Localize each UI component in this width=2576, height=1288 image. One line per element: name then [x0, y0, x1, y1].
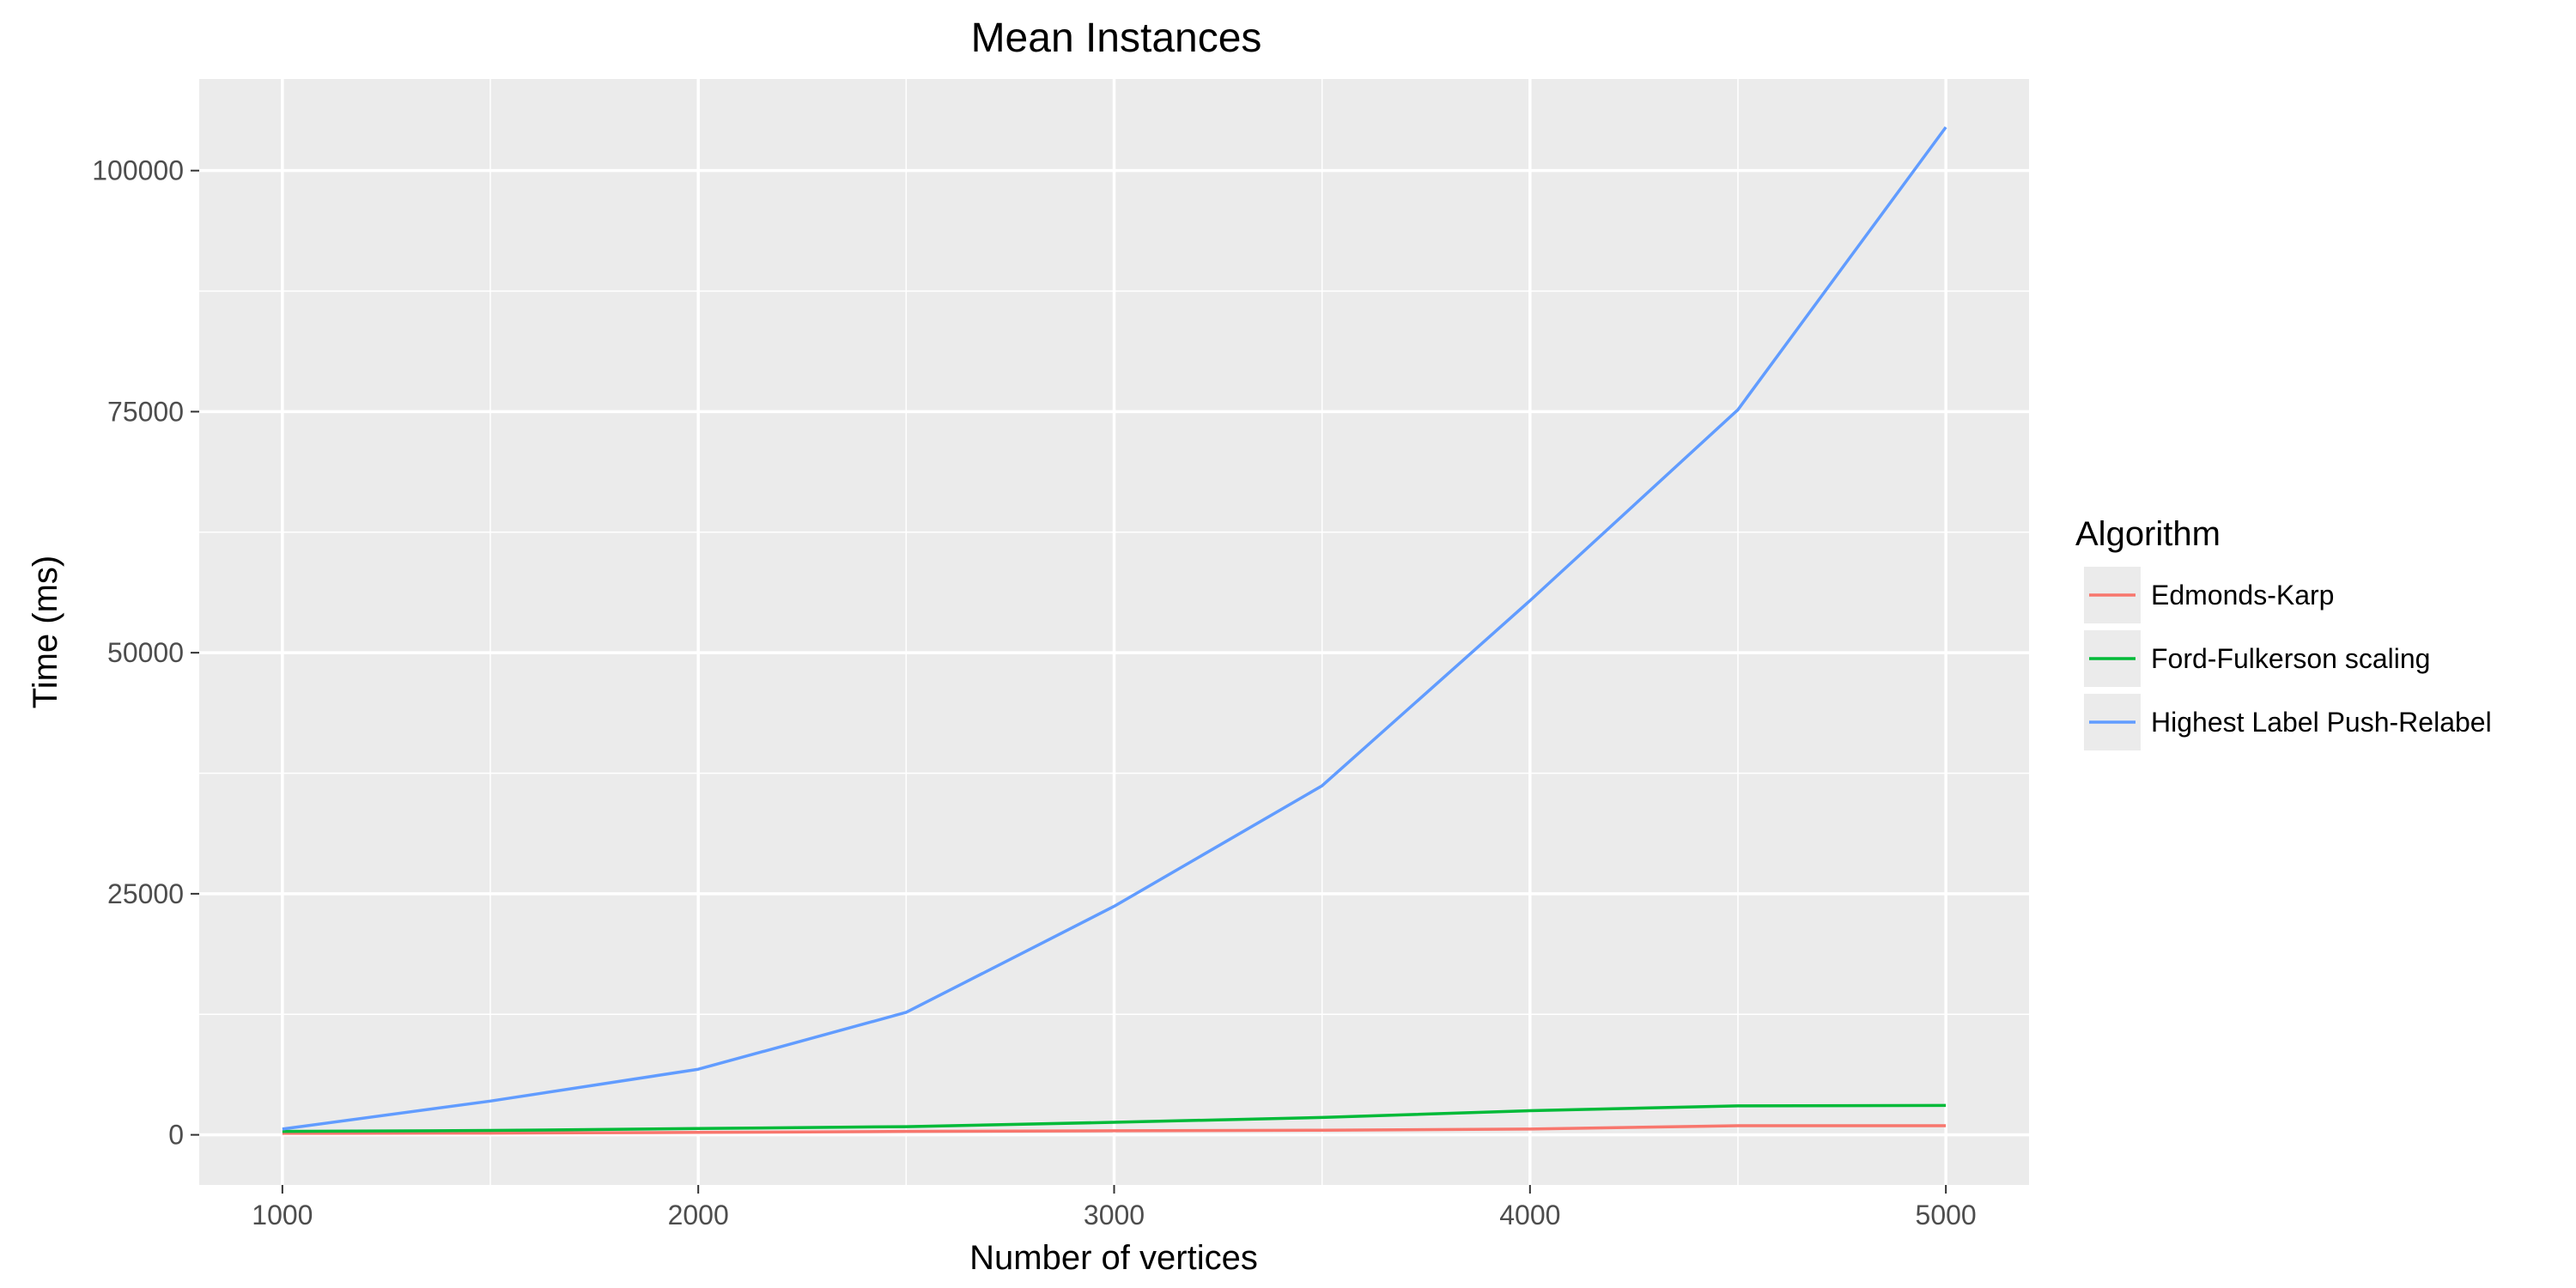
- y-tick-label: 100000: [92, 155, 184, 186]
- x-tick-label: 4000: [1499, 1200, 1560, 1230]
- x-tick-label: 5000: [1916, 1200, 1977, 1230]
- x-axis-title: Number of vertices: [969, 1239, 1258, 1277]
- y-tick-label: 0: [168, 1120, 184, 1151]
- series-line-highest-label-push-relabel: [282, 126, 1947, 1131]
- x-tick-label: 3000: [1084, 1200, 1145, 1230]
- y-axis-title: Time (ms): [27, 556, 64, 708]
- x-tick-label: 1000: [252, 1200, 313, 1230]
- x-tick-label: 2000: [668, 1200, 729, 1230]
- x-axis: 1000 2000 3000 4000 5000: [252, 1185, 1977, 1230]
- legend: Algorithm Edmonds-Karp Ford-Fulkerson sca…: [2075, 515, 2492, 750]
- legend-items: Edmonds-Karp Ford-Fulkerson scaling Highes…: [2084, 567, 2492, 750]
- series-line-edmonds-karp: [282, 1124, 1947, 1135]
- legend-label: Ford-Fulkerson scaling: [2151, 643, 2430, 674]
- legend-label: Edmonds-Karp: [2151, 580, 2334, 611]
- y-tick-label: 75000: [107, 396, 184, 427]
- grid-major: [199, 79, 2029, 1185]
- y-tick-label: 50000: [107, 637, 184, 668]
- series-lines: [282, 126, 1947, 1135]
- chart-title: Mean Instances: [971, 15, 1262, 61]
- legend-title: Algorithm: [2075, 515, 2221, 553]
- y-tick-label: 25000: [107, 878, 184, 909]
- series-line-ford-fulkerson-scaling: [282, 1103, 1947, 1133]
- legend-label: Highest Label Push-Relabel: [2151, 707, 2492, 738]
- y-axis: 0 25000 50000 75000 100000: [92, 155, 199, 1151]
